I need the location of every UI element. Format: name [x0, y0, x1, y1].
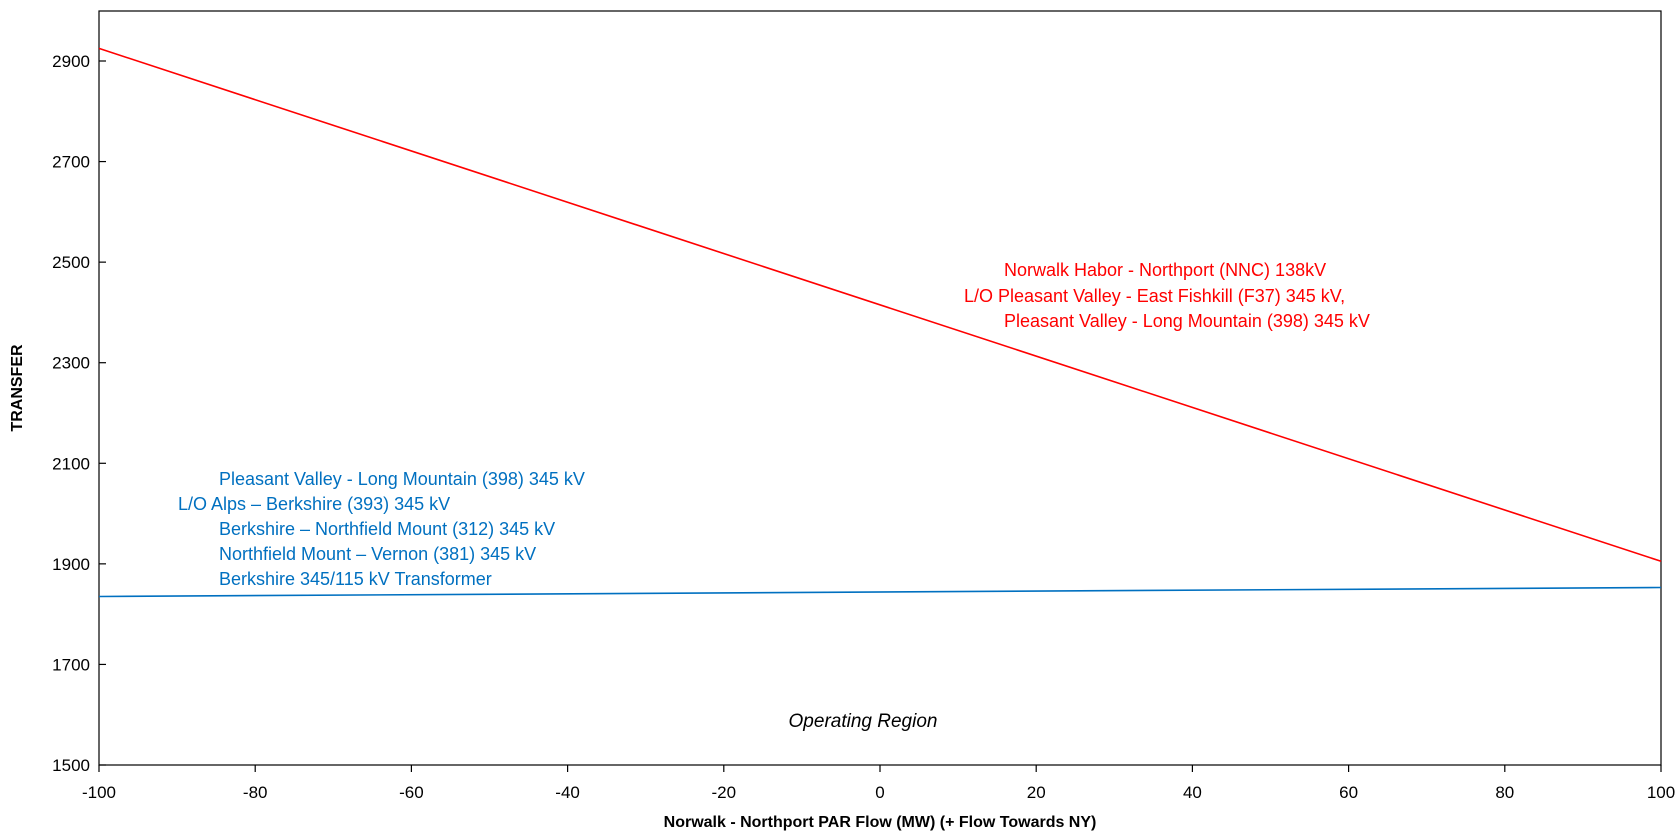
- y-axis-ticks: 1500 1700 1900 2100 2300 2500 2700 2900: [52, 52, 106, 775]
- x-tick-label: 20: [1027, 783, 1046, 802]
- y-tick-label: 2900: [52, 52, 90, 71]
- blue-annotation-line-5: Berkshire 345/115 kV Transformer: [219, 569, 492, 589]
- blue-annotation-line-4: Northfield Mount – Vernon (381) 345 kV: [219, 544, 536, 564]
- x-axis-ticks: -100 -80 -60 -40 -20 0 20 40 60 80 100: [82, 765, 1675, 802]
- y-tick-label: 2500: [52, 253, 90, 272]
- red-annotation-line-1: Norwalk Habor - Northport (NNC) 138kV: [1004, 260, 1326, 280]
- operating-region-label: Operating Region: [789, 711, 938, 732]
- series-line-2: [98, 586, 1662, 598]
- x-tick-label: 60: [1339, 783, 1358, 802]
- x-tick-label: -80: [243, 783, 268, 802]
- red-annotation: Norwalk Habor - Northport (NNC) 138kV L/…: [964, 260, 1370, 331]
- x-tick-label: 100: [1647, 783, 1675, 802]
- red-annotation-line-3: Pleasant Valley - Long Mountain (398) 34…: [1004, 311, 1370, 331]
- y-tick-label: 1500: [52, 756, 90, 775]
- y-tick-label: 2700: [52, 153, 90, 172]
- x-tick-label: -60: [399, 783, 424, 802]
- x-tick-label: -40: [555, 783, 580, 802]
- blue-annotation-line-2: L/O Alps – Berkshire (393) 345 kV: [178, 494, 450, 514]
- x-tick-label: 40: [1183, 783, 1202, 802]
- y-tick-label: 2100: [52, 454, 90, 473]
- y-tick-label: 2300: [52, 354, 90, 373]
- series-line-1: [98, 47, 1662, 563]
- x-tick-label: 0: [875, 783, 884, 802]
- plot-area: [98, 10, 1662, 766]
- x-tick-label: -100: [82, 783, 116, 802]
- red-annotation-line-2: L/O Pleasant Valley - East Fishkill (F37…: [964, 286, 1345, 306]
- y-tick-label: 1900: [52, 555, 90, 574]
- x-tick-label: -20: [712, 783, 737, 802]
- x-tick-label: 80: [1495, 783, 1514, 802]
- blue-annotation-line-1: Pleasant Valley - Long Mountain (398) 34…: [219, 469, 585, 489]
- blue-annotation: Pleasant Valley - Long Mountain (398) 34…: [178, 469, 585, 589]
- x-axis-title: Norwalk - Northport PAR Flow (MW) (+ Flo…: [664, 814, 1097, 831]
- y-axis-title: TRANSFER: [9, 344, 26, 432]
- blue-annotation-line-3: Berkshire – Northfield Mount (312) 345 k…: [219, 519, 555, 539]
- y-tick-label: 1700: [52, 655, 90, 674]
- series-layer: [98, 47, 1662, 598]
